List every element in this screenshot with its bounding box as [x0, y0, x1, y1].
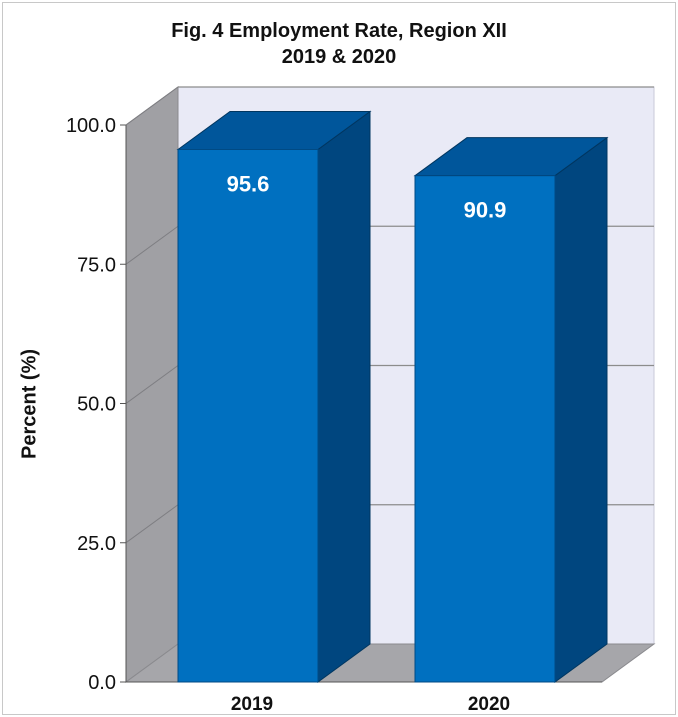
x-tick-label: 2020 [468, 694, 510, 715]
side-gridline [125, 365, 179, 404]
y-tick-label: 75.0 [77, 254, 116, 276]
bar-side-2019 [317, 110, 371, 683]
side-gridline [125, 225, 179, 265]
y-tick-label: 100.0 [66, 115, 116, 137]
y-tick-label: 0.0 [88, 672, 116, 694]
data-label: 95.6 [227, 172, 270, 197]
data-label: 90.9 [464, 198, 507, 223]
y-tick-label: 50.0 [77, 394, 116, 416]
y-tick-label: 25.0 [77, 533, 116, 555]
bar-2020 [414, 175, 556, 683]
bar-2019 [177, 149, 319, 683]
side-gridline [125, 504, 179, 544]
x-tick-label: 2019 [231, 694, 273, 715]
chart-title: Fig. 4 Employment Rate, Region XII [171, 20, 507, 42]
chart-subtitle: 2019 & 2020 [281, 46, 397, 68]
side-gridline [125, 86, 179, 126]
bar-side-2020 [554, 136, 608, 683]
